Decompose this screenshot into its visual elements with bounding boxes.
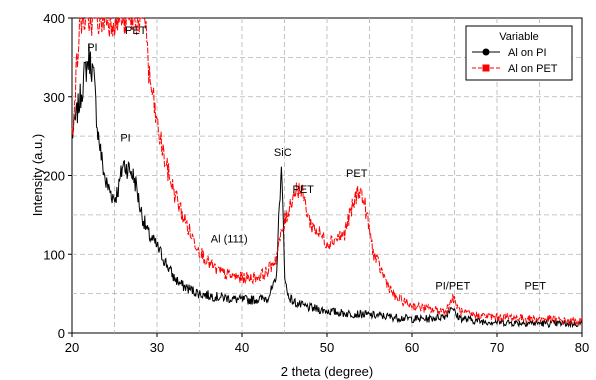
- series-layer: [71, 17, 583, 329]
- peak-annotation: PI: [87, 42, 97, 54]
- y-tick-label: 0: [58, 326, 65, 341]
- series-line-al-on-pet: [71, 17, 583, 327]
- peak-annotation: Al (111): [211, 233, 248, 245]
- x-tick-label: 50: [320, 340, 334, 355]
- x-tick-label: 60: [405, 340, 419, 355]
- peak-annotation: PET: [525, 281, 547, 293]
- y-tick-label: 300: [43, 90, 65, 105]
- peak-annotation: PET: [346, 168, 368, 180]
- x-tick-label: 40: [235, 340, 249, 355]
- x-tick-label: 30: [150, 340, 164, 355]
- y-axis-title: Intensity (a.u.): [30, 134, 45, 216]
- legend-label-pi: Al on PI: [508, 47, 547, 59]
- y-tick-label: 100: [43, 247, 65, 262]
- legend-title: Variable: [499, 31, 539, 43]
- legend-marker-pi: [482, 48, 490, 56]
- tick-layer: 20 30 40 50 60 70 80 0 100 200 300 400: [43, 11, 589, 355]
- x-tick-label: 70: [490, 340, 504, 355]
- peak-annotation: PET: [125, 25, 147, 37]
- legend: Variable Al on PI Al on PET: [465, 25, 573, 81]
- legend-label-pet: Al on PET: [508, 63, 558, 75]
- y-tick-label: 200: [43, 169, 65, 184]
- peak-annotation: PET: [292, 184, 314, 196]
- peak-annotation: PI/PET: [435, 281, 470, 293]
- series-line-al-on-pi: [71, 44, 583, 329]
- y-tick-label: 400: [43, 11, 65, 26]
- x-tick-label: 80: [575, 340, 589, 355]
- peak-annotation: SiC: [274, 147, 292, 159]
- legend-marker-pet: [482, 64, 490, 72]
- peak-annotation: PI: [120, 133, 130, 145]
- x-tick-label: 20: [65, 340, 79, 355]
- x-axis-title: 2 theta (degree): [281, 364, 374, 379]
- annotation-layer: PI PET PI Al (111) SiC PET PET PI/PET PET: [87, 25, 546, 293]
